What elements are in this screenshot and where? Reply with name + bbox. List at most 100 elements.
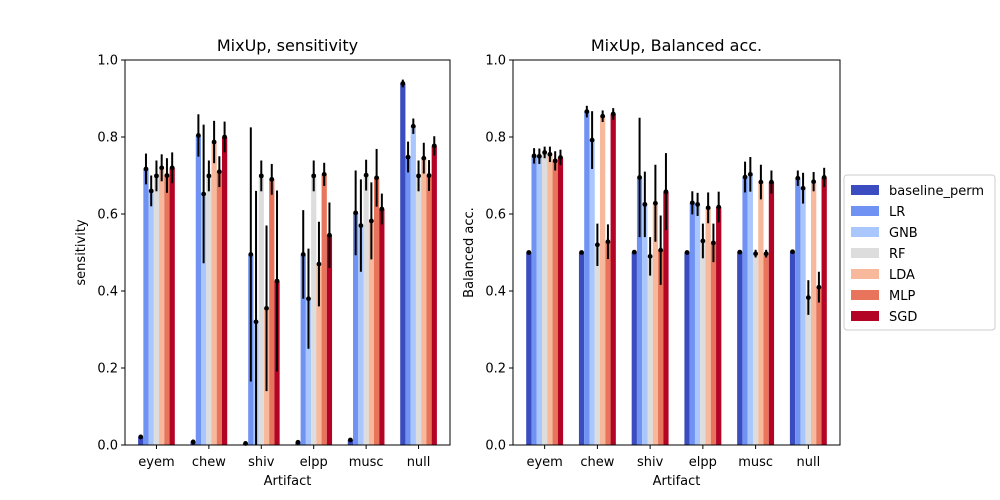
bar-SGD-eyem: [557, 157, 564, 445]
bar-MLP-shiv: [269, 179, 275, 445]
point-GNB-musc: [358, 223, 364, 228]
point-GNB-null: [800, 185, 806, 191]
bar-LDA-elpp: [316, 264, 322, 445]
point-LR-eyem: [531, 153, 537, 159]
point-RF-musc: [363, 172, 369, 178]
y-tick-label: 1.0: [485, 54, 506, 69]
point-SGD-elpp: [716, 204, 722, 210]
point-MLP-null: [426, 173, 432, 178]
point-LR-null: [405, 154, 411, 160]
panel-sensitivity: 0.0 0.2 0.4 0.6 0.8 1.0 eyem chew shiv elpp musc nu…: [74, 36, 451, 489]
bar-GNB-chew: [589, 140, 595, 445]
y-tick-label: 0.0: [485, 439, 506, 454]
point-baseline_perm-elpp: [295, 439, 301, 445]
point-baseline_perm-chew: [190, 439, 196, 445]
x-tick-label: musc: [738, 455, 773, 470]
bar-LDA-musc: [368, 220, 374, 445]
x-tick-label: shiv: [637, 455, 664, 470]
bar-SGD-null: [431, 145, 437, 446]
legend-label-SGD: SGD: [889, 310, 917, 325]
bar-LR-eyem: [143, 168, 149, 445]
point-LR-musc: [353, 210, 359, 216]
point-LDA-eyem: [159, 165, 165, 171]
point-GNB-musc: [747, 171, 753, 177]
point-RF-chew: [594, 242, 600, 248]
bar-LR-musc: [353, 212, 359, 445]
bar-RF-musc: [363, 175, 369, 445]
legend-swatch-LR: [851, 206, 879, 216]
point-LDA-shiv: [264, 305, 269, 311]
point-LR-elpp: [300, 252, 306, 257]
x-axis-label: Artifact: [264, 474, 312, 489]
bar-GNB-null: [410, 126, 416, 445]
bar-GNB-elpp: [694, 204, 701, 446]
y-tick-label: 0.4: [485, 285, 506, 300]
bar-baseline_perm-musc: [347, 440, 354, 445]
bar-LDA-elpp: [705, 207, 711, 445]
legend-label-GNB: GNB: [889, 226, 918, 241]
legend-label-MLP: MLP: [889, 289, 915, 304]
point-RF-shiv: [258, 173, 264, 179]
bar-SGD-musc: [768, 182, 775, 446]
bar-MLP-elpp: [710, 242, 717, 446]
bar-LR-chew: [584, 111, 590, 445]
bar-LDA-null: [810, 181, 817, 445]
bar-LR-musc: [742, 177, 748, 446]
point-MLP-musc: [374, 175, 380, 181]
bar-RF-null: [805, 297, 811, 445]
legend-box: [843, 174, 996, 331]
x-tick-label: chew: [580, 455, 614, 470]
point-MLP-elpp: [711, 240, 716, 246]
point-LR-null: [795, 175, 801, 181]
bar-LDA-eyem: [159, 167, 165, 446]
legend-swatch-baseline_perm: [851, 185, 879, 195]
y-tick-label: 0.8: [485, 131, 506, 146]
bar-SGD-shiv: [663, 191, 669, 445]
plot-area: [125, 60, 450, 445]
bar-SGD-null: [821, 177, 827, 445]
y-tick-label: 0.8: [97, 131, 118, 146]
bar-LR-null: [405, 157, 411, 445]
point-SGD-shiv: [274, 278, 280, 284]
point-SGD-eyem: [558, 155, 563, 160]
legend: baseline_perm LR GNB RF LDA MLP SGD: [843, 174, 996, 331]
bar-RF-null: [415, 175, 422, 445]
bar-baseline_perm-eyem: [526, 252, 532, 445]
point-LR-chew: [584, 109, 590, 114]
bar-GNB-eyem: [536, 156, 542, 445]
point-LDA-chew: [211, 139, 217, 145]
point-baseline_perm-null: [400, 81, 406, 86]
point-GNB-null: [410, 123, 416, 129]
y-tick-label: 0.2: [97, 362, 118, 377]
point-MLP-chew: [605, 239, 611, 245]
point-RF-eyem: [542, 150, 548, 155]
point-LR-chew: [195, 133, 201, 138]
point-GNB-shiv: [642, 201, 648, 207]
point-RF-null: [416, 173, 421, 179]
legend-swatch-MLP: [851, 290, 879, 300]
point-baseline_perm-musc: [737, 249, 743, 255]
point-baseline_perm-null: [790, 249, 795, 255]
point-LDA-elpp: [316, 261, 322, 267]
axes-frame: [512, 59, 841, 446]
bar-LDA-chew: [211, 142, 217, 445]
bar-LR-eyem: [531, 155, 537, 445]
point-LR-shiv: [248, 252, 254, 257]
legend-swatch-GNB: [851, 227, 879, 237]
legend-label-baseline_perm: baseline_perm: [889, 184, 984, 199]
bar-RF-shiv: [258, 175, 264, 445]
point-LR-elpp: [689, 200, 695, 206]
point-LR-musc: [742, 174, 748, 180]
plot-area: [513, 60, 840, 445]
point-baseline_perm-eyem: [526, 250, 532, 255]
bar-RF-elpp: [700, 240, 706, 445]
point-SGD-null: [821, 175, 827, 180]
bar-baseline_perm-eyem: [138, 436, 144, 445]
bar-GNB-eyem: [148, 190, 154, 445]
legend-label-RF: RF: [889, 247, 906, 262]
y-tick-label: 0.4: [97, 285, 118, 300]
bar-GNB-chew: [201, 193, 207, 445]
bar-SGD-chew: [221, 137, 228, 445]
bar-GNB-shiv: [642, 204, 648, 446]
